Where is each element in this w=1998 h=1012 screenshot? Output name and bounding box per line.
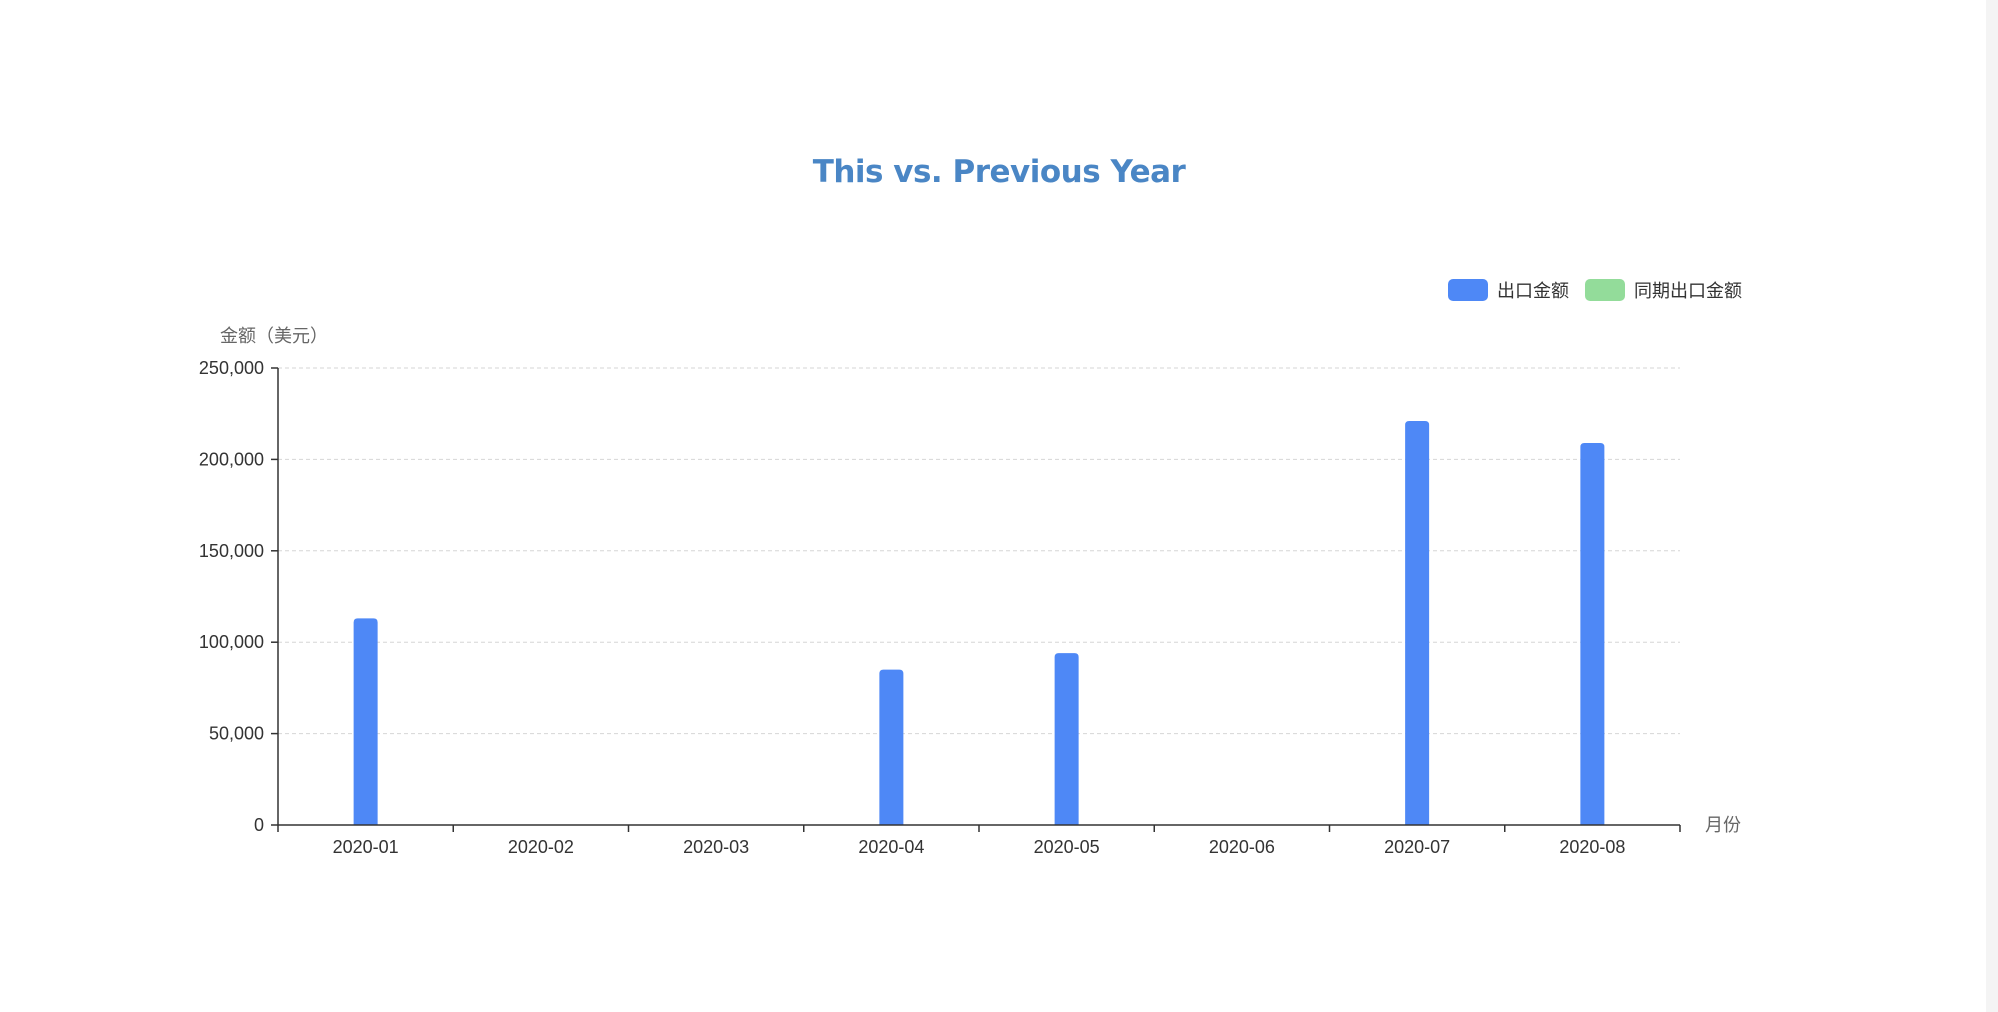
bar-series	[353, 421, 1605, 825]
x-tick-label: 2020-07	[1384, 837, 1450, 857]
bar-2020-01[interactable]	[353, 618, 378, 825]
x-tick-label: 2020-06	[1209, 837, 1275, 857]
x-axis-title: 月份	[1705, 815, 1741, 836]
x-axis-ticks: 2020-01 2020-02 2020-03 2020-04 2020-05 2020-…	[277, 825, 1681, 857]
chart-title: This vs. Previous Year	[812, 154, 1186, 190]
x-tick-label: 2020-02	[508, 837, 574, 857]
x-tick-label: 2020-04	[858, 837, 924, 857]
legend-item-same-period-export-amount[interactable]: 同期出口金额	[1585, 277, 1742, 303]
y-tick-label: 200,000	[199, 449, 264, 469]
legend-swatch-same-period-export-amount	[1585, 279, 1625, 301]
legend-swatch-export-amount	[1448, 279, 1488, 301]
legend-label-export-amount: 出口金额	[1497, 281, 1569, 302]
grid-lines	[278, 367, 1680, 735]
chart-legend: 出口金额 同期出口金额	[1432, 277, 1742, 303]
bar-2020-05[interactable]	[1054, 653, 1079, 825]
y-tick-label: 0	[254, 815, 264, 835]
y-axis-title: 金额（美元）	[220, 326, 328, 347]
x-tick-label: 2020-01	[333, 837, 399, 857]
legend-label-same-period-export-amount: 同期出口金额	[1634, 281, 1742, 302]
scrollbar-track[interactable]	[1986, 0, 1998, 1012]
legend-item-export-amount[interactable]: 出口金额	[1448, 277, 1569, 303]
x-tick-label: 2020-08	[1559, 837, 1625, 857]
y-tick-label: 250,000	[199, 358, 264, 378]
x-tick-label: 2020-05	[1034, 837, 1100, 857]
y-tick-label: 150,000	[199, 541, 264, 561]
bar-2020-07[interactable]	[1405, 421, 1430, 825]
bar-2020-04[interactable]	[879, 669, 904, 825]
y-axis-ticks: 0 50,000 100,000 150,000 200,000 250,000	[199, 358, 278, 835]
axes	[277, 368, 1680, 826]
y-tick-label: 50,000	[209, 724, 264, 744]
bar-2020-08[interactable]	[1580, 442, 1605, 825]
y-tick-label: 100,000	[199, 632, 264, 652]
x-tick-label: 2020-03	[683, 837, 749, 857]
